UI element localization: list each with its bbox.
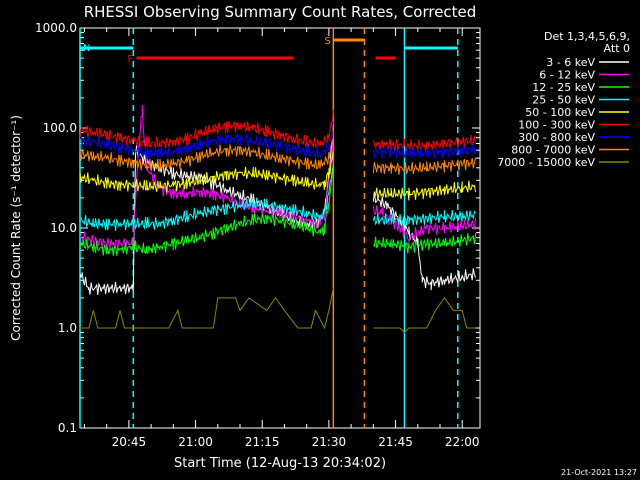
series-line [79,169,477,256]
series-line [79,121,477,160]
x-tick-label: 21:00 [178,435,213,449]
y-axis-label: Corrected Count Rate (s⁻¹ detector⁻¹) [9,115,23,341]
y-tick-label: 100.0 [43,121,77,135]
series-line [79,104,477,251]
legend-header-line2: Att 0 [604,42,630,55]
series-line [79,109,477,152]
legend-entry-label: 100 - 300 keV [518,119,595,132]
legend-entry-label: 7000 - 15000 keV [497,156,595,169]
legend-entry-label: 300 - 800 keV [518,131,595,144]
plot-frame [79,27,481,429]
legend-entry-label: 800 - 7000 keV [511,144,595,157]
x-tick-label: 22:00 [445,435,480,449]
series-line [79,151,477,201]
legend-entry-label: 3 - 6 keV [546,56,595,69]
annotation-label: N [83,43,90,54]
x-tick-label: 21:15 [245,435,280,449]
y-tick-label: 10.0 [50,221,77,235]
legend-entry-label: 12 - 25 keV [532,81,595,94]
x-tick-label: 20:45 [112,435,147,449]
series-line [79,138,477,175]
legend-entry-label: 50 - 100 keV [525,106,595,119]
chart-title: RHESSI Observing Summary Count Rates, Co… [84,3,477,21]
legend-entry-label: 6 - 12 keV [539,69,595,82]
y-tick-label: 1000.0 [35,21,77,35]
annotation-label: F [127,54,133,65]
x-tick-label: 21:30 [312,435,347,449]
y-tick-label: 0.1 [58,421,77,435]
x-axis-label: Start Time (12-Aug-13 20:34:02) [174,456,386,471]
series-line [80,288,476,334]
series-line [79,164,476,231]
legend-header-line1: Det 1,3,4,5,6,9, [544,30,630,43]
annotation-label: S [324,36,330,47]
x-tick-label: 21:45 [378,435,413,449]
y-tick-label: 1.0 [58,321,77,335]
footer-date: 21-Oct-2021 13:27 [561,468,637,477]
legend-entry-label: 25 - 50 keV [532,94,595,107]
